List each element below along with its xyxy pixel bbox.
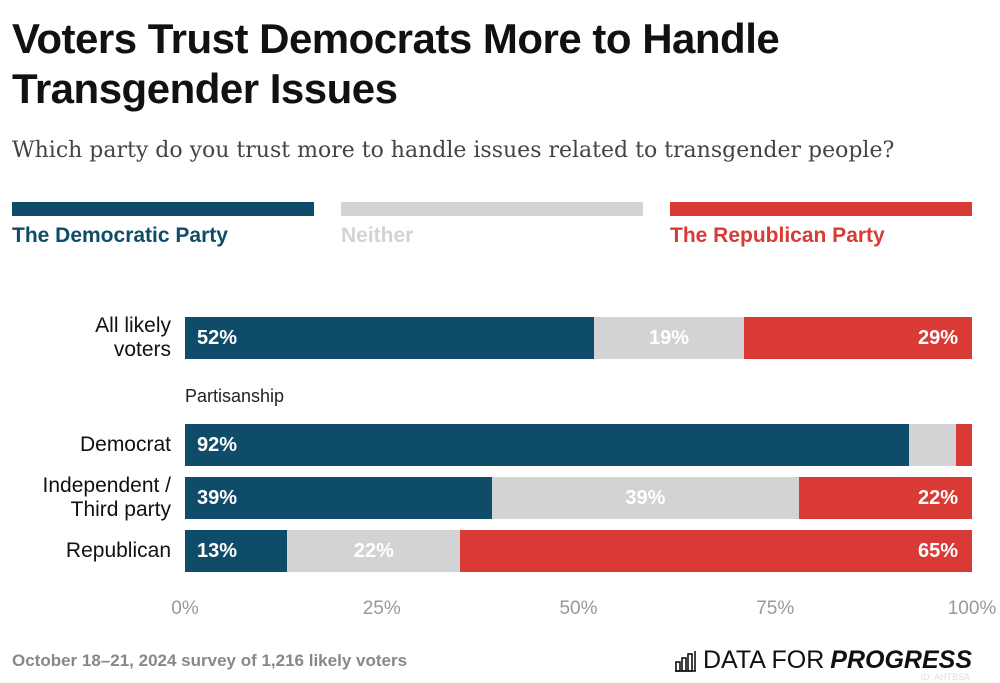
data-label: 52% [197, 327, 238, 349]
bar-segment [185, 317, 595, 359]
chart-title: Voters Trust Democrats More to Handle Tr… [12, 15, 780, 112]
chart-subtitle: Which party do you trust more to handle … [12, 138, 895, 163]
legend-label: The Republican Party [670, 224, 885, 247]
category-label: Democrat [79, 433, 171, 456]
bar-segment [909, 424, 957, 466]
logo: DATA FOR PROGRESS [674, 646, 972, 675]
chart-id: ID: AHTBSA [920, 672, 970, 682]
data-label: 39% [197, 487, 238, 509]
bar-segment [956, 424, 972, 466]
logo-text-1: DATA FOR [702, 646, 825, 674]
bar-segment [185, 424, 910, 466]
data-label: 19% [648, 327, 690, 349]
data-label: 39% [625, 487, 666, 509]
data-label: 65% [917, 540, 958, 562]
logo-text-2: PROGRESS [830, 646, 972, 674]
bar-segment [743, 317, 972, 359]
data-label: 22% [353, 540, 394, 562]
legend-swatch [12, 202, 314, 216]
bar-chart-logo-icon [674, 650, 696, 672]
legend-item: The Republican Party [670, 202, 972, 248]
x-tick-label: 25% [362, 598, 401, 619]
x-tick-label: 100% [947, 598, 997, 619]
x-tick-label: 0% [171, 598, 199, 619]
bar-segment [798, 477, 972, 519]
category-label: All likely voters [95, 314, 171, 361]
legend-item: Neither [341, 202, 643, 248]
legend-item: The Democratic Party [12, 202, 314, 248]
bar-segment [460, 530, 972, 572]
bar-segment [287, 530, 461, 572]
bar-segment [185, 477, 492, 519]
legend-label: The Democratic Party [12, 224, 228, 247]
x-tick-label: 75% [756, 598, 795, 619]
legend-label: Neither [341, 224, 414, 247]
data-label: 29% [917, 327, 958, 349]
legend-swatch [341, 202, 643, 216]
data-label: 13% [197, 540, 238, 562]
footer-note: October 18–21, 2024 survey of 1,216 like… [12, 651, 408, 670]
x-tick-label: 50% [559, 598, 598, 619]
data-label: 92% [197, 434, 238, 456]
bar-segment [491, 477, 799, 519]
data-label: 22% [917, 487, 958, 509]
category-label: Independent / Third party [42, 474, 171, 521]
bar-segment [594, 317, 744, 359]
group-label: Partisanship [185, 386, 285, 406]
category-label: Republican [65, 539, 171, 562]
legend-swatch [670, 202, 972, 216]
bar-segment [185, 530, 288, 572]
